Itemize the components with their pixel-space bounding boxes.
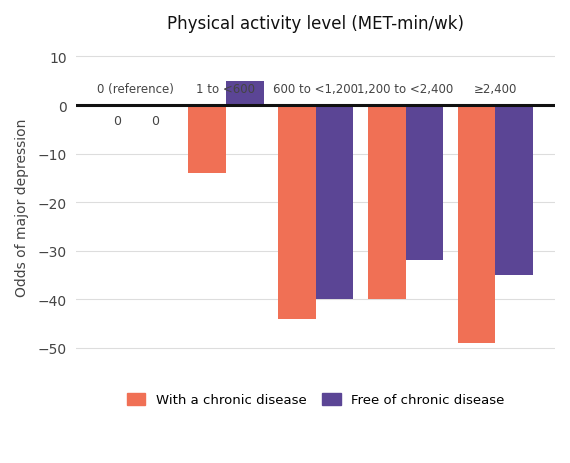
Bar [188,106,226,174]
Bar [316,106,353,300]
Text: 1,200 to <2,400: 1,200 to <2,400 [357,83,454,96]
Bar [278,106,316,319]
Title: Physical activity level (MET-min/wk): Physical activity level (MET-min/wk) [167,15,464,33]
Bar [458,106,495,343]
Bar [406,106,443,261]
Text: 0: 0 [113,114,121,127]
Bar [495,106,534,275]
Text: 600 to <1,200: 600 to <1,200 [273,83,358,96]
Text: 1 to <600: 1 to <600 [196,83,255,96]
Bar [226,81,263,106]
Y-axis label: Odds of major depression: Odds of major depression [15,119,29,296]
Text: 0: 0 [150,114,158,127]
Bar [368,106,406,300]
Legend: With a chronic disease, Free of chronic disease: With a chronic disease, Free of chronic … [121,388,510,412]
Text: ≥2,400: ≥2,400 [474,83,517,96]
Text: 0 (reference): 0 (reference) [97,83,174,96]
